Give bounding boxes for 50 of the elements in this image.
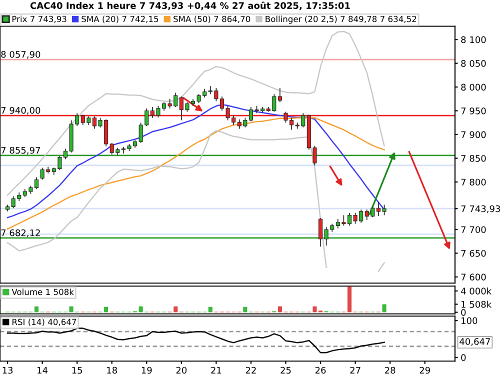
x-tick-label: 13 <box>2 366 13 374</box>
line-series <box>6 328 385 354</box>
y-tick-label: 8 000 <box>461 84 486 91</box>
y-tick-label: 0 <box>461 354 466 361</box>
legend-label: SMA (20) 7 742,15 <box>82 16 158 24</box>
bar <box>34 306 39 312</box>
x-tick-label: 15 <box>72 366 82 374</box>
ref-line-label: 7 940,00 <box>1 106 40 115</box>
candlestick <box>278 88 282 103</box>
x-tick-label: 26 <box>315 366 326 374</box>
y-tick-label: 7 743,93 <box>461 205 500 214</box>
y-tick-label: 0 <box>461 309 466 316</box>
bar <box>382 304 386 312</box>
y-tick-label: 7 650 <box>461 250 486 257</box>
y-tick-label: 7 800 <box>461 178 486 186</box>
y-tick-label: 7 700 <box>461 226 486 234</box>
ref-line-label: 7 682,12 <box>1 229 40 238</box>
line-series <box>6 30 385 196</box>
x-tick-label: 19 <box>142 366 152 374</box>
bar <box>243 306 248 312</box>
y-tick-label: 7 950 <box>461 107 486 114</box>
bar <box>347 286 352 312</box>
y-tick-label: 7 850 <box>461 154 486 162</box>
x-tick-label: 14 <box>38 366 48 374</box>
x-tick-label: 27 <box>350 366 360 374</box>
x-tick-label: 28 <box>385 366 396 374</box>
legend-label: Bollinger (20 2,5) 7 849,78 7 634,52 <box>266 16 416 24</box>
y-tick-label: 8 100 <box>461 36 486 44</box>
ref-line-label: 8 057,90 <box>1 50 40 59</box>
y-tick-label: 100 <box>462 317 478 324</box>
x-tick-label: 18 <box>107 366 117 374</box>
y-tick-label: 4 000k <box>460 288 492 294</box>
x-tick-label: 25 <box>280 366 291 374</box>
x-tick-label: 21 <box>211 366 222 374</box>
y-tick-label: 7 600 <box>461 274 486 281</box>
y-tick-label: 1 508k <box>462 300 492 308</box>
x-tick-label: 29 <box>420 366 430 374</box>
candlestick <box>318 218 323 247</box>
bar <box>208 306 212 312</box>
text: 40,647 <box>460 338 490 346</box>
legend-label: Volume 1 508k <box>12 288 74 296</box>
y-tick-label: 7 900 <box>461 131 486 138</box>
legend-label: Prix 7 743,93 <box>12 16 66 23</box>
y-tick-label: 8 050 <box>461 60 486 67</box>
chart-title: CAC40 Index 1 heure 7 743,93 +0,44 % 27 août 2025, 17:35:01 <box>30 2 350 10</box>
legend-label: SMA (50) 7 864,70 <box>174 16 250 24</box>
ref-line-label: 7 855,97 <box>1 146 40 155</box>
legend-label: RSI (14) 40,647 <box>12 318 76 326</box>
x-tick-label: 20 <box>176 366 187 374</box>
x-tick-label: 22 <box>246 366 256 374</box>
